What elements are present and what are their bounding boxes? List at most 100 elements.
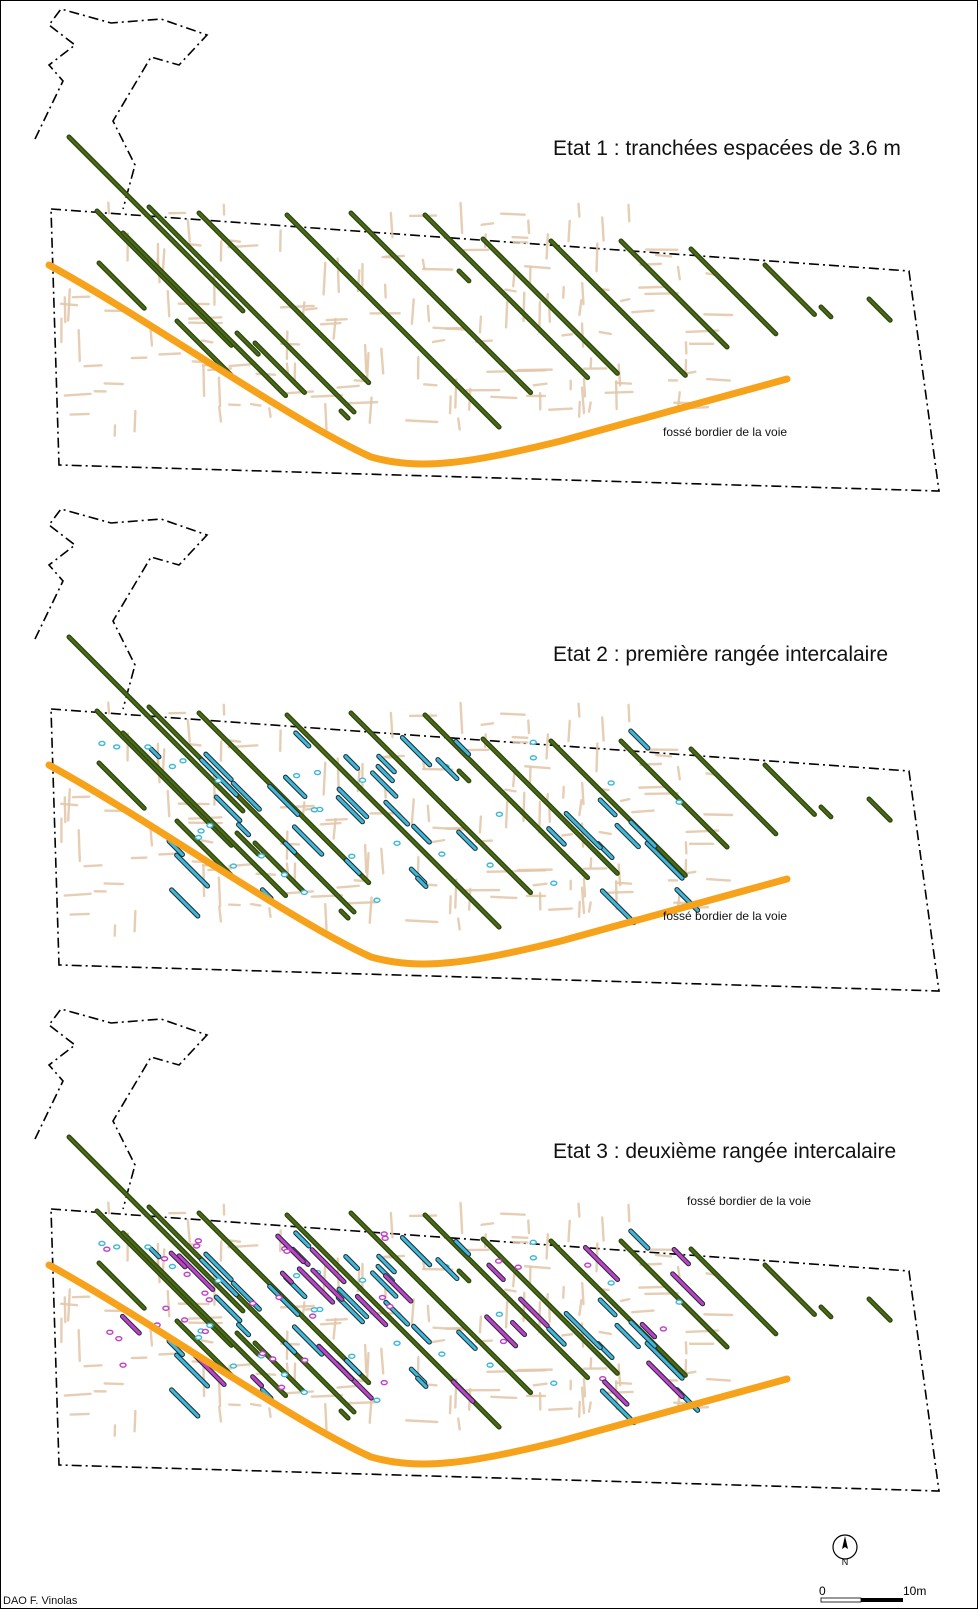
intercalary-pit <box>257 853 266 859</box>
intercalary-pit <box>358 777 367 783</box>
intercalary-trench <box>344 1358 361 1375</box>
main-trench-core <box>176 320 232 376</box>
remain-stroke <box>431 1338 446 1344</box>
intercalary-trench <box>297 1267 335 1304</box>
intercalary-pit <box>144 744 152 750</box>
main-trench-core <box>286 714 501 929</box>
remain-stroke <box>614 381 633 385</box>
intercalary-trench <box>564 811 602 850</box>
remain-stroke <box>676 265 682 281</box>
intercalary-trench <box>283 775 307 799</box>
panel-state-3: Etat 3 : deuxième rangée intercalaire fo… <box>1 1001 977 1521</box>
main-trench-core <box>122 232 287 397</box>
intercalary-pit <box>112 744 121 750</box>
intercalary-pit <box>659 1326 668 1332</box>
panel-state-1: Etat 1 : tranchées espacées de 3.6 m fos… <box>1 1 977 521</box>
remain-stroke <box>69 1412 90 1416</box>
intercalary-trench <box>671 1272 705 1306</box>
scale-bar: 0 10m <box>819 1585 926 1603</box>
intercalary-trench <box>231 781 261 811</box>
remain-stroke <box>654 253 673 258</box>
intercalary-pit <box>269 1356 277 1362</box>
remain-stroke <box>631 809 655 814</box>
remain-stroke <box>83 364 103 368</box>
intercalary-trench <box>149 1247 161 1259</box>
remain-stroke <box>383 283 387 299</box>
intercalary-pit <box>393 1340 401 1346</box>
intercalary-trench <box>485 1315 518 1348</box>
intercalary-trench <box>336 796 364 824</box>
remain-stroke <box>69 912 90 916</box>
remain-stroke <box>705 877 732 882</box>
remain-stroke <box>363 1343 368 1374</box>
remain-stroke <box>703 1313 734 1317</box>
remain-stroke <box>66 288 71 322</box>
remain-stroke <box>478 315 483 334</box>
remain-stroke <box>332 1317 337 1340</box>
remain-stroke <box>346 1400 379 1405</box>
intercalary-pit <box>529 739 537 746</box>
intercalary-trench <box>383 1274 413 1303</box>
main-trench-core <box>550 1240 687 1377</box>
intercalary-pit <box>607 780 615 786</box>
remain-stroke <box>217 876 222 908</box>
remain-stroke <box>703 313 734 317</box>
remain-stroke <box>499 1212 526 1216</box>
remain-stroke <box>284 890 315 895</box>
remain-stroke <box>200 339 214 344</box>
remain-stroke <box>336 384 360 389</box>
remain-stroke <box>405 1419 439 1424</box>
remain-stroke <box>332 317 337 340</box>
remain-stroke <box>186 1218 191 1243</box>
remain-stroke <box>83 864 103 868</box>
remain-stroke <box>705 1377 732 1382</box>
remain-stroke <box>676 765 682 781</box>
remain-stroke <box>133 909 137 933</box>
intercalary-trench <box>412 1324 431 1344</box>
remain-stroke <box>504 288 517 293</box>
remain-stroke <box>426 1304 431 1323</box>
remain-stroke <box>426 804 431 823</box>
intercalary-trench <box>167 1339 184 1357</box>
intercalary-trench <box>547 1327 566 1346</box>
main-trench-core <box>96 210 233 347</box>
main-trench-core <box>868 798 892 822</box>
remain-stroke <box>202 364 206 398</box>
intercalary-pit <box>206 822 214 829</box>
remain-stroke <box>459 701 464 735</box>
remain-stroke <box>432 826 467 831</box>
remain-stroke <box>577 900 581 918</box>
remain-stroke <box>319 821 342 826</box>
remain-stroke <box>268 907 272 919</box>
remain-stroke <box>380 347 385 375</box>
state-3-ditch-label: fossé bordier de la voie <box>687 1194 812 1208</box>
remain-stroke <box>322 261 327 296</box>
remain-stroke <box>285 362 290 375</box>
intercalary-pit <box>380 1379 388 1386</box>
remain-stroke <box>158 352 182 356</box>
intercalary-pit <box>348 1353 356 1359</box>
main-trench-core <box>122 1232 287 1397</box>
intercalary-trench <box>214 795 242 823</box>
remain-stroke <box>638 1285 669 1289</box>
remain-stroke <box>504 1300 509 1329</box>
road-ditch <box>45 761 791 968</box>
remain-stroke <box>365 351 370 381</box>
remain-stroke <box>561 1333 574 1337</box>
intercalary-pit <box>358 1277 367 1283</box>
remain-stroke <box>523 765 551 770</box>
remain-stroke <box>580 386 586 415</box>
remain-stroke <box>336 1384 360 1389</box>
intercalary-pit <box>373 1397 381 1403</box>
intercalary-trench <box>416 876 428 889</box>
intercalary-pit <box>194 1334 203 1341</box>
remain-stroke <box>527 1219 531 1235</box>
remain-stroke <box>426 304 431 323</box>
intercalary-trench <box>629 1229 650 1250</box>
intercalary-trench <box>177 1254 215 1292</box>
intercalary-pit <box>499 1338 508 1345</box>
intercalary-pit <box>168 763 177 770</box>
intercalary-pit <box>144 1244 152 1250</box>
intercalary-pit <box>229 863 238 869</box>
